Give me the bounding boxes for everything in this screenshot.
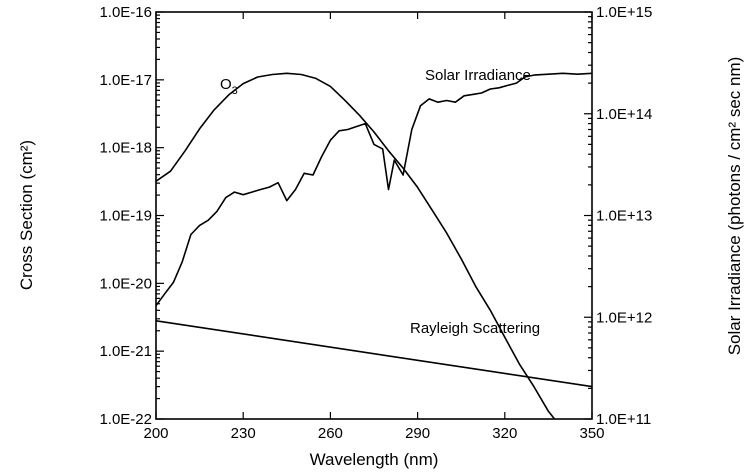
y-right-tick-label: 1.0E+15 bbox=[596, 4, 652, 21]
axis-tick-labels: 200 230 260 290 320 350 1.0E-16 1.0E-17 1.0E-18 1… bbox=[99, 4, 652, 442]
y-left-tick-label: 1.0E-16 bbox=[99, 4, 152, 21]
chart-curves bbox=[156, 72, 592, 419]
x-tick-label: 200 bbox=[143, 425, 168, 442]
y-left-tick-label: 1.0E-20 bbox=[99, 275, 152, 292]
y-left-tick-label: 1.0E-17 bbox=[99, 72, 152, 89]
series-line-rayleigh-scattering bbox=[156, 320, 592, 388]
x-tick-label: 230 bbox=[231, 425, 256, 442]
y-left-tick-label: 1.0E-22 bbox=[99, 411, 152, 428]
y-axis-title-right: Solar Irradiance (photons / cm² sec nm) bbox=[725, 57, 744, 356]
x-tick-label: 260 bbox=[318, 425, 343, 442]
annotation-rayleigh-scattering: Rayleigh Scattering bbox=[410, 320, 540, 337]
x-tick-label: 320 bbox=[492, 425, 517, 442]
x-tick-label: 290 bbox=[405, 425, 430, 442]
y-right-tick-label: 1.0E+12 bbox=[596, 309, 652, 326]
annotation-o3: O3 bbox=[220, 76, 238, 97]
series-line-solar-irradiance bbox=[156, 72, 592, 307]
y-right-tick-label: 1.0E+13 bbox=[596, 208, 652, 225]
series-line-o3 bbox=[156, 72, 556, 419]
y-axis-title-left: Cross Section (cm²) bbox=[17, 140, 36, 290]
y-left-tick-label: 1.0E-21 bbox=[99, 343, 152, 360]
axis-ticks bbox=[155, 11, 593, 420]
y-left-tick-label: 1.0E-19 bbox=[99, 208, 152, 225]
x-axis-title: Wavelength (nm) bbox=[310, 450, 439, 469]
annotation-solar-irradiance: Solar Irradiance bbox=[425, 67, 531, 84]
y-right-tick-label: 1.0E+11 bbox=[596, 411, 651, 428]
y-right-tick-label: 1.0E+14 bbox=[596, 106, 652, 123]
y-left-tick-label: 1.0E-18 bbox=[99, 140, 152, 157]
x-tick-label: 350 bbox=[579, 425, 604, 442]
